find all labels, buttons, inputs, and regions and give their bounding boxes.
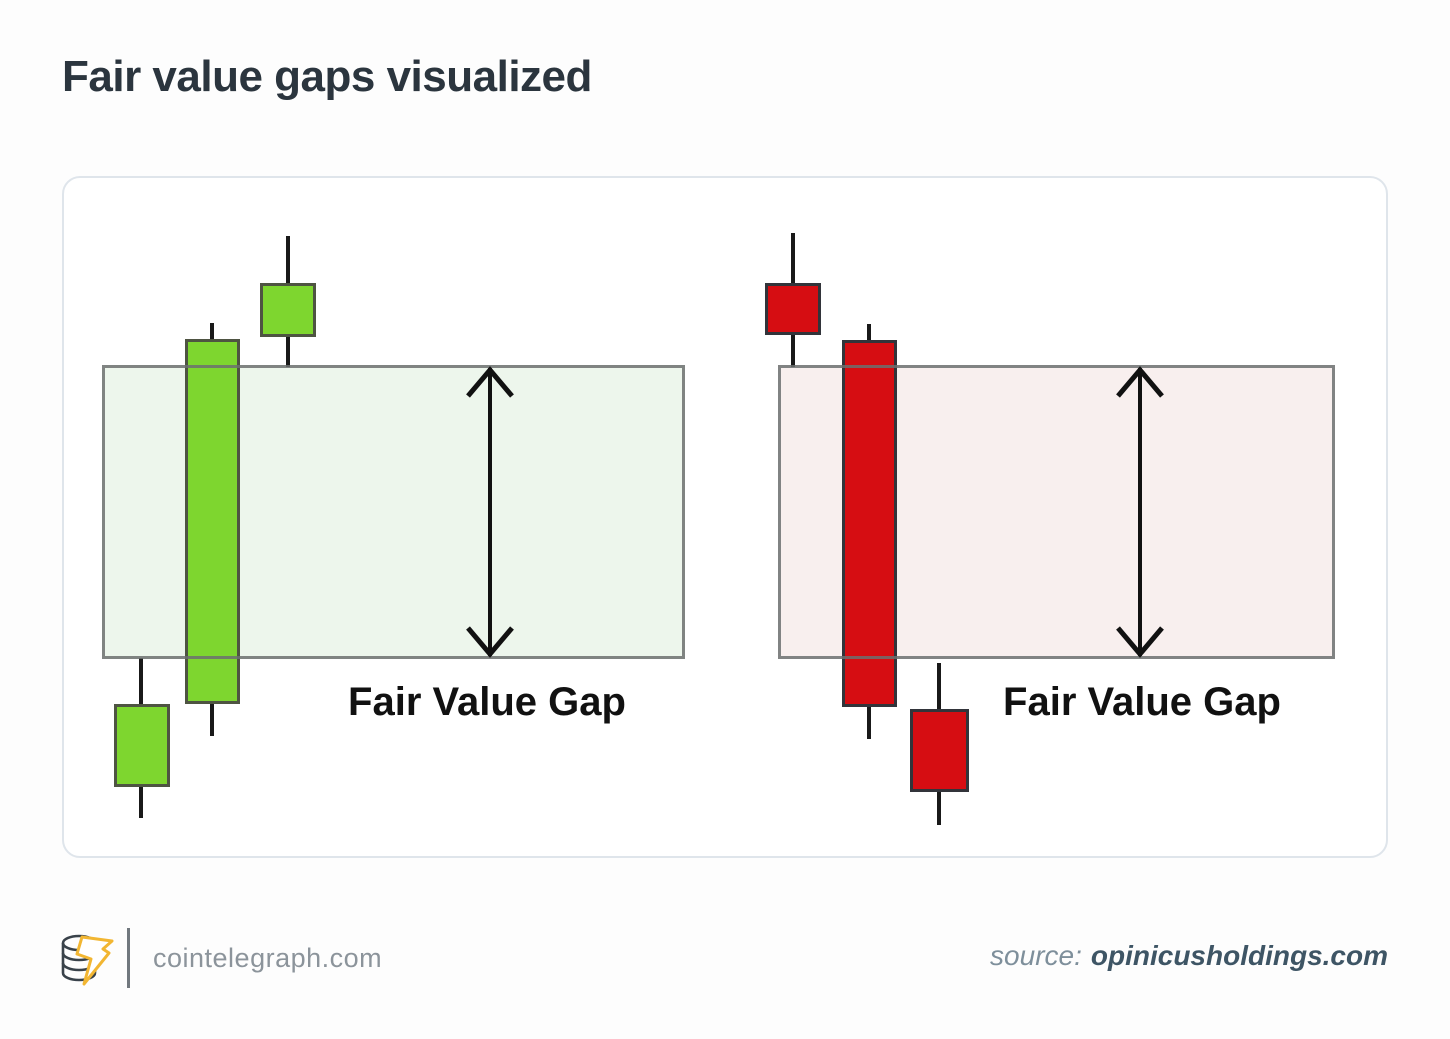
bearish-candle2-upper-wick bbox=[867, 324, 871, 340]
bearish-candle3-body bbox=[910, 709, 969, 792]
bullish-candle2-upper-wick bbox=[210, 323, 214, 339]
bullish-fair-value-gap-label: Fair Value Gap bbox=[348, 680, 626, 724]
bearish-candle3-upper-wick bbox=[937, 663, 941, 709]
bullish-candle3-upper-wick bbox=[286, 236, 290, 283]
page-title: Fair value gaps visualized bbox=[62, 52, 592, 101]
bullish-candle3-body bbox=[260, 283, 316, 337]
brand-text: cointelegraph.com bbox=[153, 943, 383, 973]
bullish-candle2-lower-wick bbox=[210, 704, 214, 736]
bullish-candle2-body bbox=[185, 339, 240, 704]
bullish-gap-height-arrow-icon bbox=[466, 366, 514, 658]
bearish-candle2-body bbox=[842, 340, 897, 707]
cointelegraph-logo-icon bbox=[61, 934, 114, 986]
bullish-gap-zone-border bbox=[102, 365, 685, 659]
bullish-candle3-lower-wick bbox=[286, 337, 290, 367]
bullish-candle1-body bbox=[114, 704, 170, 787]
bearish-candle3-lower-wick bbox=[937, 792, 941, 825]
bearish-fair-value-gap-label: Fair Value Gap bbox=[1003, 680, 1281, 724]
source-attribution: source: opinicusholdings.com bbox=[990, 940, 1388, 972]
footer-divider bbox=[127, 928, 130, 988]
source-name: opinicusholdings.com bbox=[1090, 940, 1388, 971]
bearish-candle2-lower-wick bbox=[867, 707, 871, 739]
bearish-candle1-upper-wick bbox=[791, 233, 795, 283]
bearish-gap-height-arrow-icon bbox=[1116, 366, 1164, 658]
source-prefix: source: bbox=[990, 940, 1082, 971]
bullish-candle1-upper-wick bbox=[139, 658, 143, 704]
figure-card: Fair Value Gap Fair Value Gap bbox=[62, 176, 1388, 858]
bullish-candle1-lower-wick bbox=[139, 787, 143, 818]
bearish-candle1-body bbox=[765, 283, 821, 335]
bearish-candle1-lower-wick bbox=[791, 335, 795, 367]
bearish-gap-zone-border bbox=[778, 365, 1335, 659]
